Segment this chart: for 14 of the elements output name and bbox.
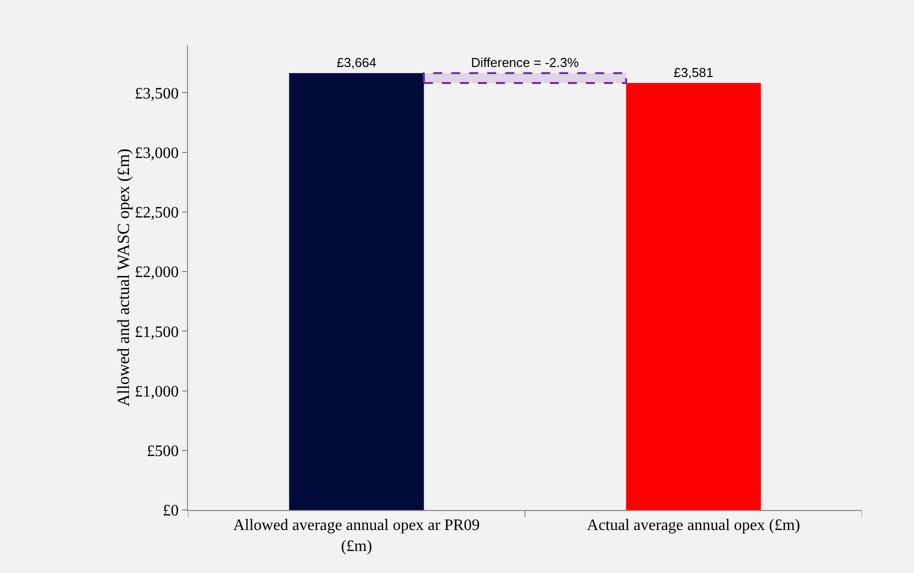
band-label: Difference = -2.3%	[471, 55, 580, 70]
y-tick-label: £3,500	[134, 85, 179, 102]
y-tick-label: £2,500	[134, 204, 179, 222]
x-tick-label: Actual average annual opex (£m)	[586, 517, 800, 534]
y-tick-label: £2,000	[134, 264, 179, 282]
y-tick-label: £500	[146, 442, 179, 460]
y-tick-label: £1,000	[134, 383, 179, 400]
x-tick-label: Allowed average annual opex ar PR09 (£m)	[233, 517, 480, 555]
data-label: £3,581	[674, 65, 714, 80]
y-tick-label: £3,000	[134, 144, 179, 162]
data-label: £3,664	[336, 55, 376, 70]
y-tick-label: £0	[162, 502, 179, 520]
y-axis-title: Allowed and actual WASC opex (£m)	[114, 148, 133, 406]
y-tick-label: £1,500	[134, 324, 179, 341]
